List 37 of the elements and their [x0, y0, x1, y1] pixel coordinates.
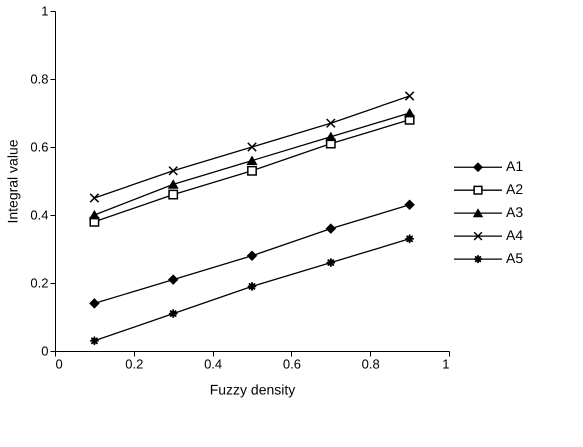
point	[89, 210, 100, 220]
point	[247, 281, 257, 292]
y-tick-label: 0	[41, 344, 48, 358]
legend-label: A4	[506, 227, 524, 244]
y-axis-title: Integral value	[4, 139, 20, 224]
legend-label: A3	[506, 204, 524, 220]
legend-label: A5	[506, 250, 524, 266]
point	[168, 274, 178, 285]
y-tick-label: 0.8	[30, 72, 48, 86]
x-tick-label: 0.2	[125, 356, 144, 372]
point	[404, 91, 415, 101]
x-axis-title: Fuzzy density	[210, 382, 296, 398]
x-tick-label: 0.4	[204, 356, 222, 372]
x-tick-label: 1	[442, 356, 450, 372]
legend-label: A1	[506, 158, 524, 174]
legend-label: A2	[506, 181, 524, 198]
y-tick-label: 0.2	[30, 276, 48, 290]
point	[247, 156, 257, 165]
point	[168, 180, 178, 189]
point	[404, 108, 415, 118]
x-tick-label: 0	[56, 356, 63, 372]
x-tick-label: 0.8	[362, 356, 380, 372]
point	[168, 166, 178, 176]
y-tick-label: 0.6	[30, 140, 48, 154]
x-tick-label: 0.6	[282, 356, 301, 372]
point	[247, 250, 257, 261]
point	[247, 142, 257, 152]
point	[326, 118, 336, 128]
point	[89, 193, 100, 203]
point	[326, 132, 336, 142]
point	[89, 298, 100, 308]
point	[326, 224, 336, 234]
point	[404, 200, 415, 210]
y-tick-label: 1	[41, 4, 48, 18]
point	[168, 190, 178, 200]
y-tick-label: 0.4	[30, 208, 48, 222]
point	[247, 166, 257, 176]
